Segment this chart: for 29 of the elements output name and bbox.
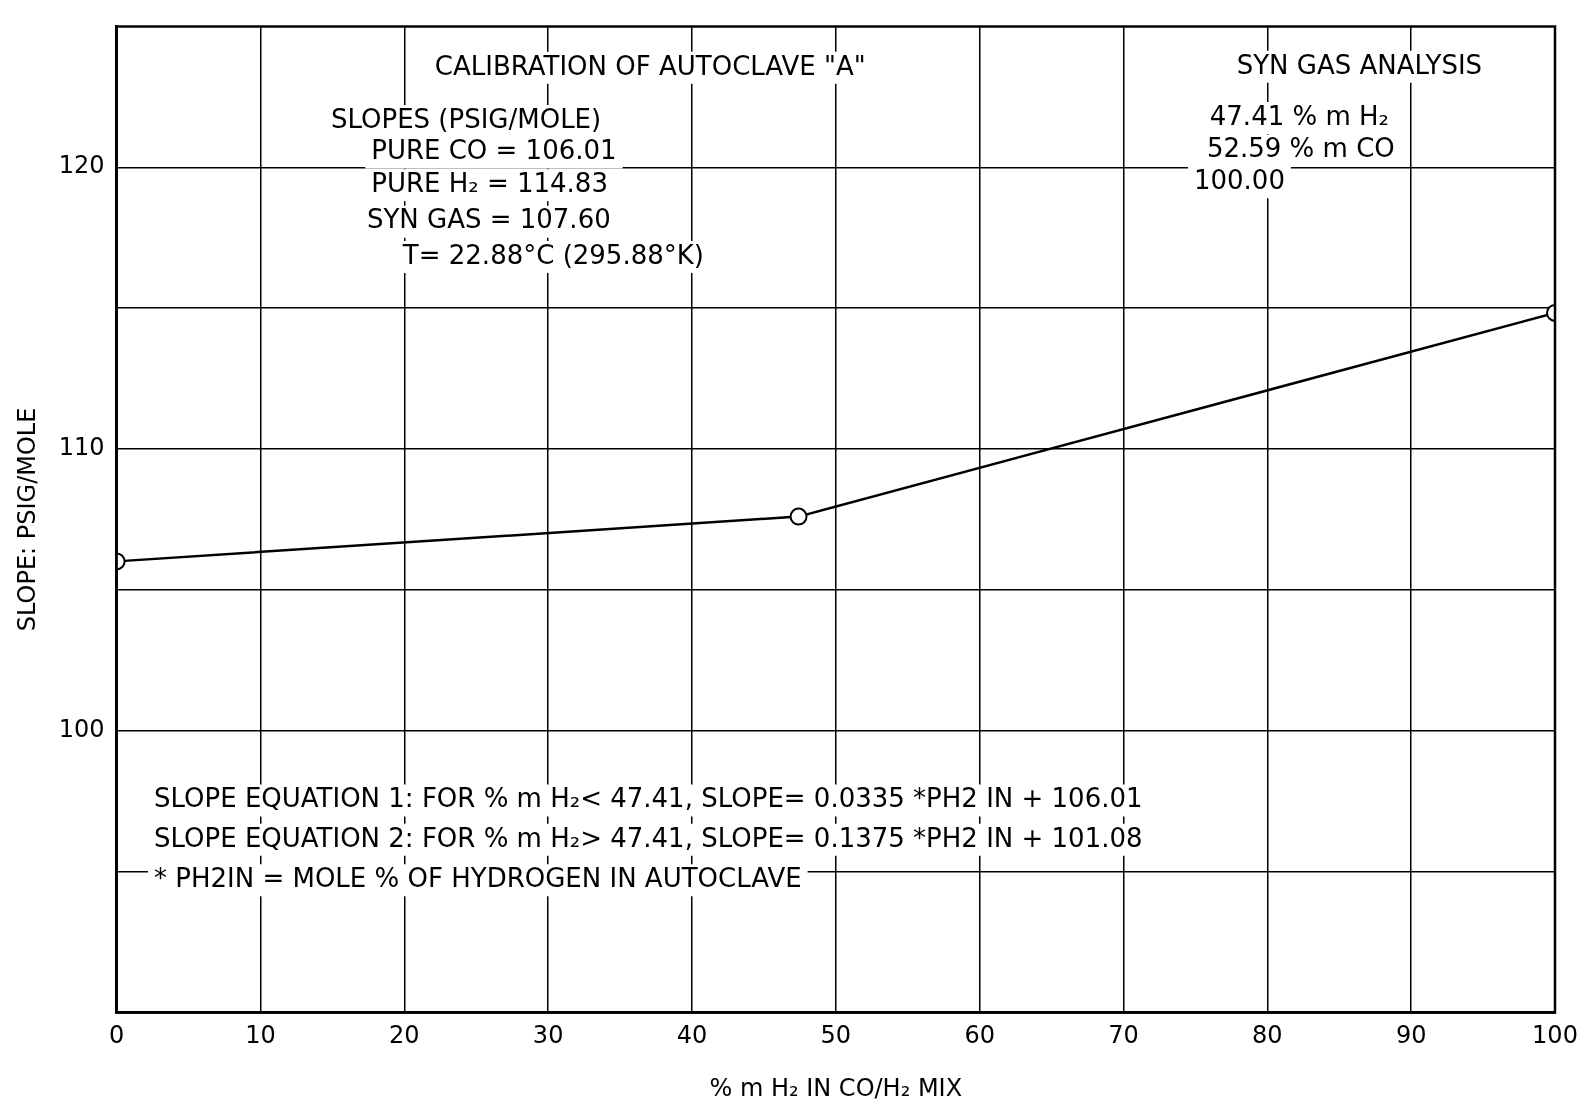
annotation: T= 22.88°C (295.88°K): [401, 239, 704, 270]
annotation: PURE H₂ = 114.83: [371, 167, 608, 198]
x-tick-label: 40: [676, 1021, 708, 1050]
x-tick-label: 20: [389, 1021, 420, 1050]
annotation: SLOPE EQUATION 2: FOR % m H₂> 47.41, SLOPE= 0.1375 *PH2 IN + 101.08: [154, 822, 1143, 853]
annotation: 100.00: [1193, 164, 1285, 195]
x-tick-label: 60: [964, 1021, 995, 1050]
x-tick-label: 50: [820, 1021, 852, 1050]
x-tick-label: 80: [1252, 1021, 1283, 1050]
x-tick-label: 100: [1532, 1021, 1578, 1050]
annotation: SLOPES (PSIG/MOLE): [330, 103, 602, 134]
annotation: 52.59 % m CO: [1206, 133, 1395, 164]
annotation: 47.41 % m H₂: [1209, 100, 1390, 131]
annotation: PURE CO = 106.01: [371, 135, 617, 166]
x-axis-title: % m H₂ IN CO/H₂ MIX: [709, 1073, 963, 1102]
annotation: SYN GAS ANALYSIS: [1236, 49, 1483, 80]
x-tick-label: 30: [532, 1021, 564, 1050]
y-tick-label: 100: [58, 714, 105, 743]
annotation: SLOPE EQUATION 1: FOR % m H₂< 47.41, SLOPE= 0.0335 *PH2 IN + 106.01: [154, 783, 1143, 814]
x-tick-label: 10: [245, 1021, 276, 1050]
y-tick-label: 110: [58, 433, 105, 462]
x-tick-label: 70: [1108, 1021, 1139, 1050]
y-axis-title: SLOPE: PSIG/MOLE: [12, 407, 41, 632]
annotation: SYN GAS = 107.60: [366, 204, 611, 235]
x-tick-label: 0: [108, 1021, 125, 1050]
text: CALIBRATION OF AUTOCLAVE "A": [434, 50, 866, 81]
annotation: * PH2IN = MOLE % OF HYDROGEN IN AUTOCLAVE: [154, 863, 802, 894]
y-tick-label: 120: [58, 151, 105, 180]
x-tick-label: 90: [1395, 1021, 1427, 1050]
